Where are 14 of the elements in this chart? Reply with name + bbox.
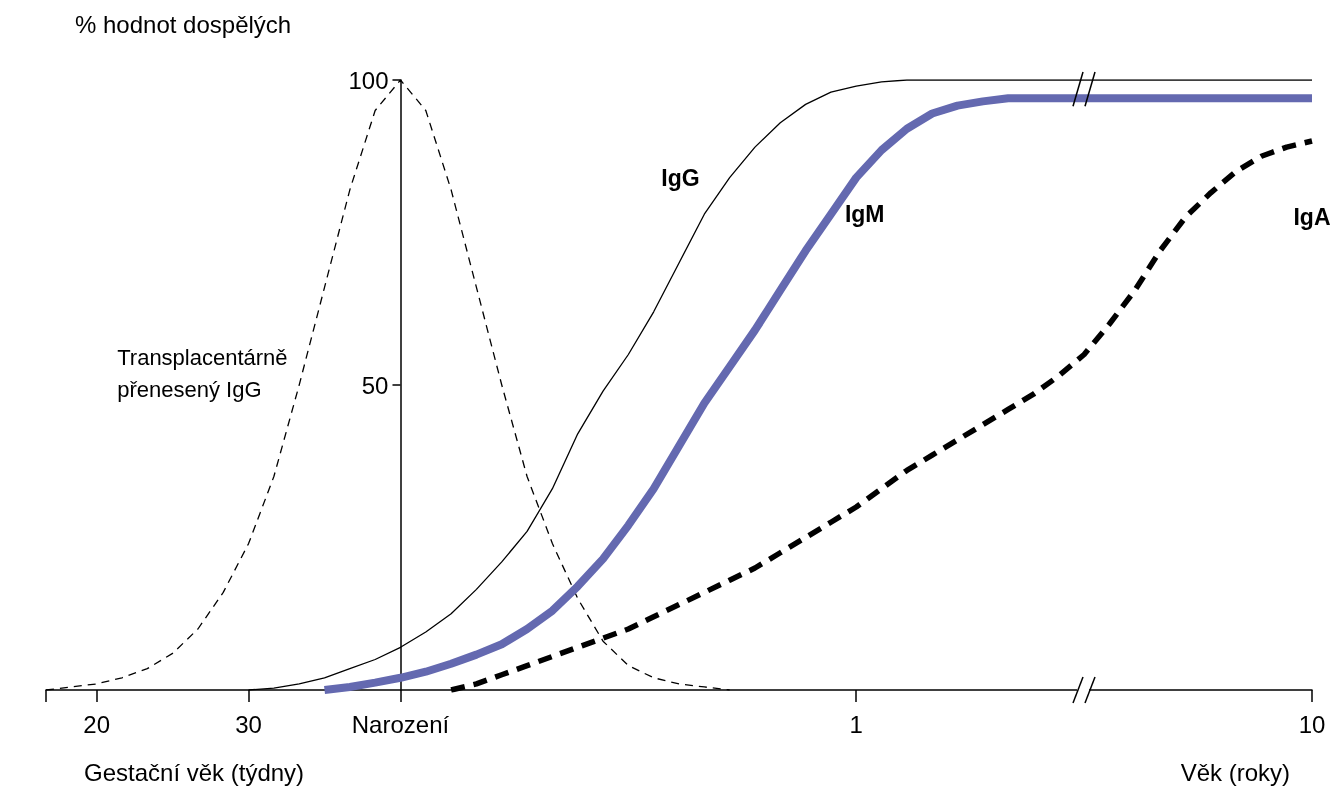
y-axis-title: % hodnot dospělých [75, 10, 292, 38]
x-tick-label: 20 [83, 710, 110, 738]
text: Věk (roky) [1180, 758, 1291, 786]
x-tick-label: 1 [849, 710, 863, 738]
y-tick-label: 50 [361, 371, 389, 399]
x-tick-label: 10 [1298, 710, 1326, 738]
x-tick-label: Narození [351, 710, 450, 738]
series-label: IgM [844, 201, 885, 228]
y-tick-label: 100 [348, 66, 389, 94]
series-label: IgG [661, 164, 700, 191]
text: IgA [1293, 204, 1331, 230]
x-axis-title: Gestační věk (týdny) [84, 758, 305, 786]
x-tick-label: 30 [235, 710, 262, 738]
series-label: Transplacentárně přenesený IgG [117, 344, 294, 402]
